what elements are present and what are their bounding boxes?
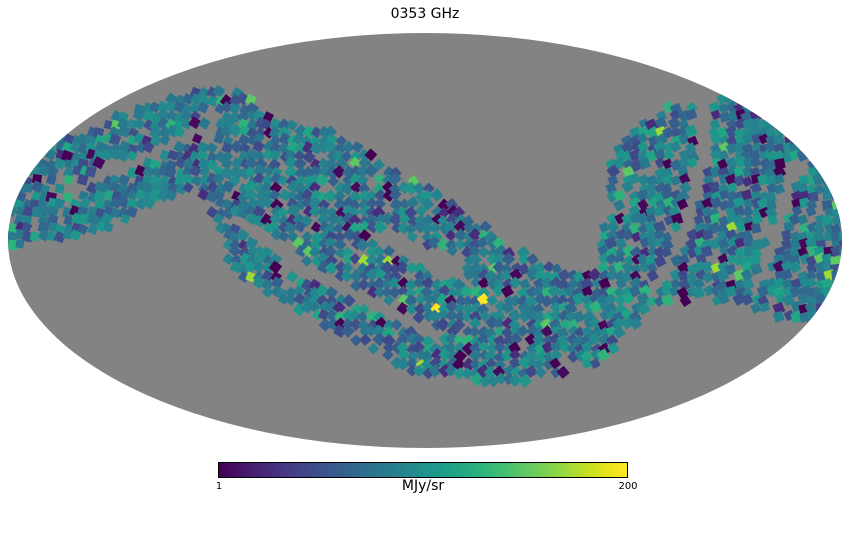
healpix-pixels	[8, 84, 842, 388]
colorbar	[218, 462, 628, 478]
colorbar-tick-max: 200	[618, 481, 638, 492]
colorbar-label: MJy/sr	[401, 478, 445, 494]
colorbar-tick-min: 1	[215, 481, 223, 492]
colorbar-gradient	[218, 462, 628, 478]
figure-title: 0353 GHz	[390, 6, 460, 22]
